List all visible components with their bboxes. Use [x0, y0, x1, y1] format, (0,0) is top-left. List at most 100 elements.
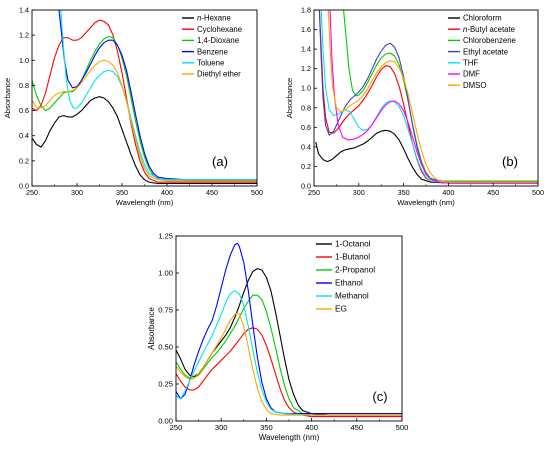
y-tick-label: 0.75 [158, 306, 173, 315]
legend-label: 1-Butanol [335, 253, 370, 262]
legend-label-part: 2-Propanol [335, 266, 375, 275]
y-axis-label: Absorbance [285, 78, 294, 119]
series-line-thf [320, 10, 538, 184]
x-tick-label: 400 [442, 188, 454, 197]
series-line-dmf [329, 10, 538, 184]
legend-item: Toluene [182, 59, 224, 68]
legend-item: Cyclohexane [182, 25, 242, 34]
y-tick-label: 1.0 [301, 84, 311, 93]
series-line-2-propanol [176, 294, 402, 416]
series-line-chlorobenzene [343, 10, 538, 182]
y-tick-label: 1.0 [19, 56, 29, 65]
panel-label: (b) [502, 154, 518, 169]
legend-label-part: -Hexane [201, 14, 230, 23]
y-tick-label: 0.2 [19, 156, 29, 165]
x-tick-label: 250 [308, 188, 320, 197]
legend-label-part: Benzene [197, 47, 228, 56]
legend-item: DMSO [448, 81, 486, 90]
series-line-1-octanol [176, 268, 402, 416]
legend-label-part: n [197, 14, 201, 23]
legend-item: 1,4-Dioxane [182, 36, 239, 45]
series-line-1-4-dioxane [32, 35, 257, 181]
y-tick-label: 0.00 [158, 417, 173, 426]
legend-label: 2-Propanol [335, 266, 375, 275]
legend-label-part: DMF [463, 70, 480, 79]
legend-label-part: Ethyl acetate [463, 47, 508, 56]
legend-item: Ethanol [316, 279, 363, 288]
x-tick-label: 450 [350, 423, 363, 432]
series-lines [315, 10, 538, 184]
legend-label: Ethyl acetate [463, 47, 508, 56]
legend-label-part: Methanol [335, 292, 369, 301]
legend-label: 1,4-Dioxane [197, 36, 239, 45]
legend-item: Benzene [182, 47, 228, 56]
legend-item: 1-Octanol [316, 240, 371, 249]
legend-label: n-Hexane [197, 14, 231, 23]
legend-item: 2-Propanol [316, 266, 375, 275]
series-line-diethyl-ether [32, 59, 257, 182]
x-tick-label: 350 [260, 423, 273, 432]
legend-label-part: THF [463, 59, 478, 68]
legend-item: Ethyl acetate [448, 47, 508, 56]
x-tick-label: 300 [353, 188, 365, 197]
series-line-methanol [176, 290, 402, 416]
legend-label-part: 1-Octanol [335, 240, 371, 249]
legend-label-part: Ethanol [335, 279, 363, 288]
y-tick-label: 1.00 [158, 269, 173, 278]
legend-label: Cyclohexane [197, 25, 242, 34]
y-tick-label: 0.8 [301, 103, 311, 112]
y-tick-label: 0.0 [301, 182, 311, 191]
series-line-cyclohexane [32, 19, 257, 183]
legend-label: Toluene [197, 59, 224, 68]
y-tick-label: 1.8 [301, 6, 311, 15]
legend-label: Chlorobenzene [463, 36, 516, 45]
x-tick-label: 500 [532, 188, 544, 197]
x-tick-label: 450 [206, 188, 218, 197]
x-tick-label: 400 [161, 188, 173, 197]
y-tick-label: 0.8 [19, 81, 29, 90]
x-tick-label: 400 [305, 423, 318, 432]
series-line-1-butanol [176, 327, 402, 418]
legend-item: 1-Butanol [316, 253, 370, 262]
x-tick-label: 450 [487, 188, 499, 197]
y-tick-label: 0.25 [158, 380, 173, 389]
y-tick-label: 1.2 [301, 64, 311, 73]
x-tick-label: 350 [116, 188, 128, 197]
y-tick-label: 0.2 [301, 162, 311, 171]
legend-label: DMF [463, 70, 480, 79]
y-tick-label: 1.4 [19, 6, 29, 15]
x-tick-label: 500 [251, 188, 263, 197]
y-tick-label: 0.4 [301, 142, 311, 151]
legend-label-part: Chlorobenzene [463, 36, 516, 45]
legend: Chloroform n-Butyl acetate Chlorobenzene Et… [448, 14, 516, 90]
y-tick-label: 1.4 [301, 45, 311, 54]
series-lines [32, 10, 257, 185]
legend: n-Hexane Cyclohexane 1,4-Dioxane Benzene Tol… [182, 14, 242, 79]
series-lines [176, 242, 402, 418]
series-line-toluene [60, 10, 257, 181]
legend: 1-Octanol 1-Butanol 2-Propanol Ethanol Metha… [316, 240, 375, 314]
y-tick-label: 0.0 [19, 182, 29, 191]
x-tick-label: 250 [170, 423, 183, 432]
legend-label-part: Cyclohexane [197, 25, 242, 34]
series-line-n-hexane [32, 96, 257, 185]
legend-item: EG [316, 305, 347, 314]
y-axis-label: Absorbance [3, 78, 12, 119]
series-line-eg [176, 312, 402, 416]
y-tick-label: 0.50 [158, 343, 173, 352]
x-axis-label: Wavelength (nm) [116, 198, 174, 207]
legend-label-part: -Butyl acetate [467, 25, 515, 34]
legend-label: DMSO [463, 81, 486, 90]
y-axis-label: Absorbance [147, 307, 156, 350]
legend-label: Ethanol [335, 279, 363, 288]
legend-label-part: EG [335, 305, 347, 314]
legend-label-part: 1,4-Dioxane [197, 36, 239, 45]
x-tick-label: 250 [26, 188, 38, 197]
legend-label: 1-Octanol [335, 240, 371, 249]
legend-label-part: Toluene [197, 59, 224, 68]
legend-item: Chlorobenzene [448, 36, 516, 45]
legend-label-part: n [463, 25, 467, 34]
legend-label: Diethyl ether [197, 70, 241, 79]
